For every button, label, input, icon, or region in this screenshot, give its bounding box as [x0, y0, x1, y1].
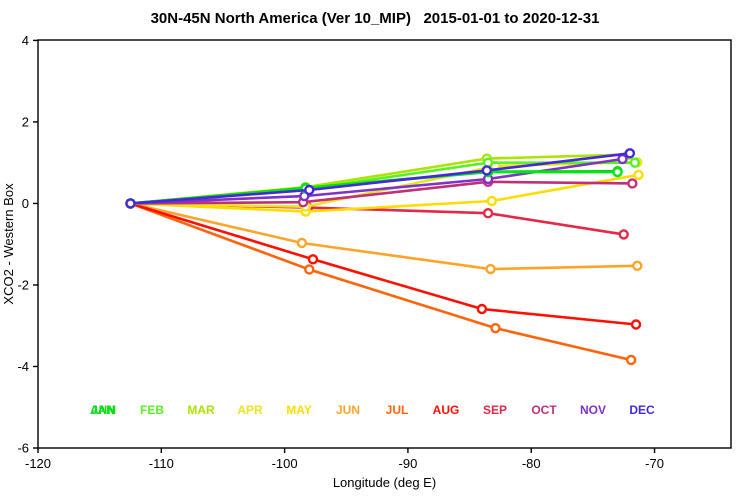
- series-marker-sep: [482, 208, 494, 219]
- legend-label-oct: OCT: [531, 403, 557, 417]
- chart-title: 30N-45N North America (Ver 10_MIP) 2015-…: [150, 10, 600, 27]
- legend-label-mar: MAR: [187, 403, 215, 417]
- plot-box: [37, 39, 732, 449]
- x-tick-label: -120: [25, 456, 51, 471]
- y-tick-label: -2: [17, 277, 29, 292]
- series-marker-may: [633, 169, 644, 181]
- x-tick-label: -80: [522, 456, 541, 471]
- series-marker-aug: [307, 254, 319, 265]
- series-marker-dec: [304, 184, 315, 196]
- x-tick-label: -70: [645, 456, 664, 471]
- series-marker-jun: [632, 260, 643, 272]
- legend-label-jul: JUL: [386, 403, 409, 417]
- legend-label-jan: JAN: [91, 403, 115, 417]
- series-marker-sep: [618, 229, 629, 240]
- series-marker-jul: [625, 354, 637, 366]
- series-line-nov: [129, 157, 624, 205]
- series-marker-ann: [612, 166, 623, 178]
- x-tick-label: -90: [399, 456, 418, 471]
- y-tick-label: 0: [22, 196, 29, 211]
- series-marker-dec: [624, 148, 636, 159]
- y-tick-label: -6: [17, 441, 29, 456]
- x-tick-label: -110: [149, 456, 174, 471]
- legend-label-nov: NOV: [580, 403, 606, 417]
- x-tick-label: -100: [272, 456, 298, 471]
- series-marker-dec: [481, 165, 493, 176]
- legend-label-feb: FEB: [140, 403, 164, 417]
- series-marker-aug: [630, 319, 642, 330]
- series-line-dec: [129, 152, 632, 205]
- y-tick-label: 2: [22, 114, 29, 129]
- legend-label-ann: ANN: [90, 403, 116, 417]
- legend-label-sep: SEP: [483, 403, 507, 417]
- series-line-oct: [129, 180, 634, 205]
- series-line-aug: [129, 202, 638, 326]
- y-tick-label: 4: [22, 33, 29, 48]
- y-axis-label: XCO2 - Western Box: [1, 183, 16, 305]
- series-line-jul: [129, 202, 633, 362]
- x-axis-label: Longitude (deg E): [333, 475, 436, 490]
- series-marker-may: [486, 195, 497, 207]
- series-marker-aug: [476, 303, 488, 315]
- series-line-jun: [129, 202, 639, 271]
- y-tick-label: -4: [17, 359, 29, 374]
- series-marker-oct: [627, 178, 638, 189]
- legend-label-jun: JUN: [336, 403, 360, 417]
- series-line-may: [129, 173, 640, 213]
- series-marker-nov: [617, 153, 628, 165]
- legend-label-dec: DEC: [629, 403, 655, 417]
- legend-label-may: MAY: [286, 403, 312, 417]
- series-marker-jul: [490, 322, 501, 334]
- series-marker-feb: [629, 157, 641, 168]
- series-marker-jun: [485, 263, 496, 275]
- series-marker-dec: [125, 198, 136, 209]
- legend-label-apr: APR: [237, 403, 263, 417]
- series-marker-jul: [304, 264, 315, 275]
- series-marker-jun: [296, 237, 308, 249]
- legend-label-aug: AUG: [433, 403, 460, 417]
